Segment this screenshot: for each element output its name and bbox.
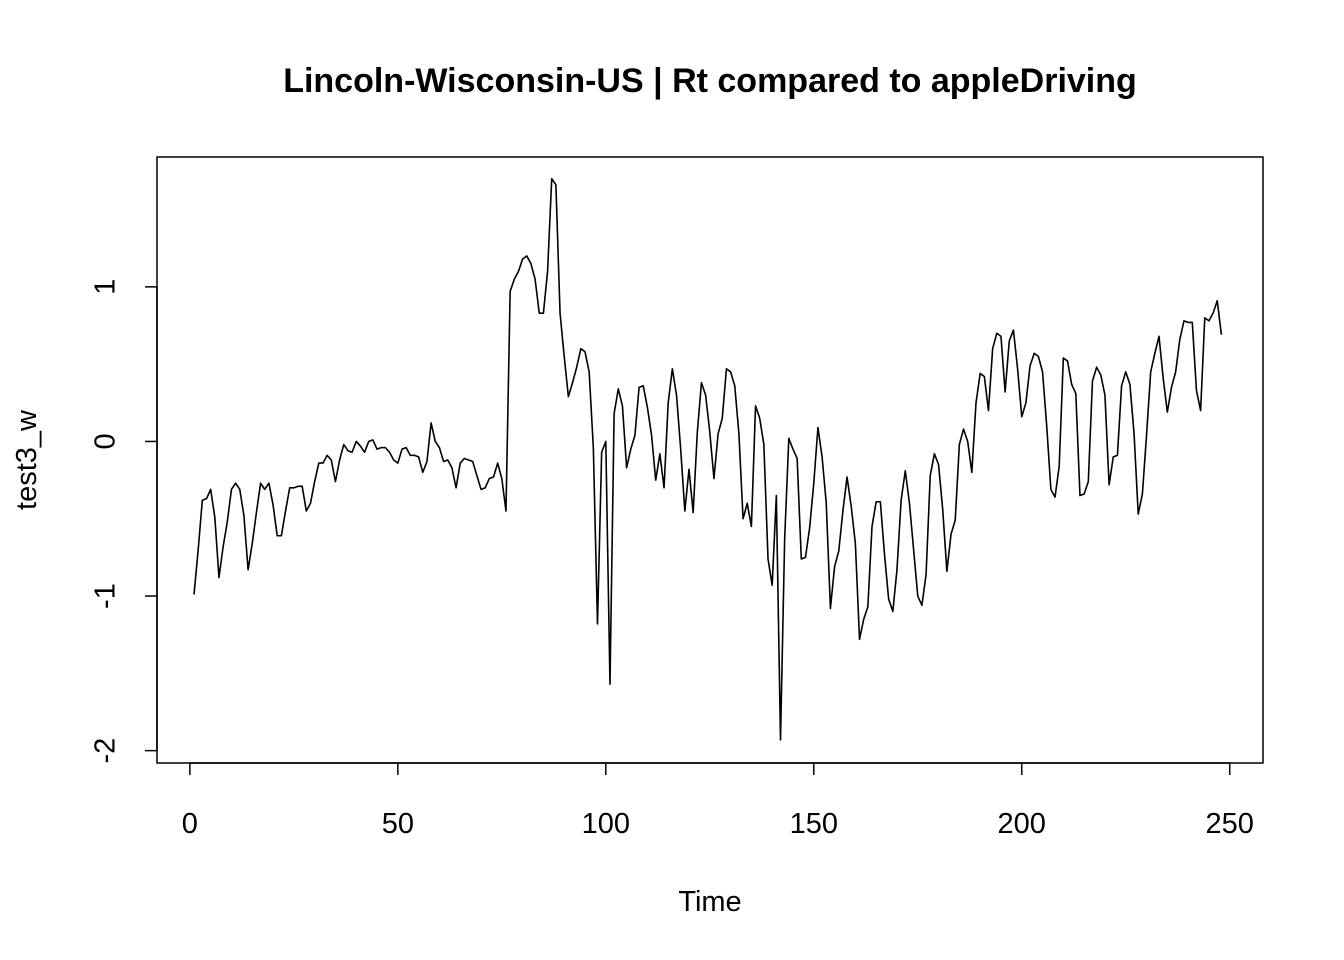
x-tick-label: 250: [1206, 808, 1254, 840]
y-tick-label: 0: [90, 433, 122, 449]
chart-title: Lincoln-Wisconsin-US | Rt compared to ap…: [283, 62, 1137, 100]
plot-frame: [156, 156, 1264, 764]
x-tick-label: 200: [998, 808, 1046, 840]
y-tick-label: 1: [90, 279, 122, 295]
y-axis-label: test3_w: [11, 409, 43, 510]
x-tick-label: 150: [790, 808, 838, 840]
series-line: [193, 177, 1223, 741]
y-axis: -2 -1 0 1: [90, 279, 158, 764]
y-tick-label: -1: [90, 583, 122, 609]
x-tick-label: 50: [382, 808, 414, 840]
x-tick-label: 0: [182, 808, 198, 840]
x-axis-label: Time: [678, 886, 741, 918]
x-tick-label: 100: [582, 808, 630, 840]
y-tick-label: -2: [90, 738, 122, 764]
x-axis: 0 50 100 150 200 250: [182, 762, 1254, 840]
